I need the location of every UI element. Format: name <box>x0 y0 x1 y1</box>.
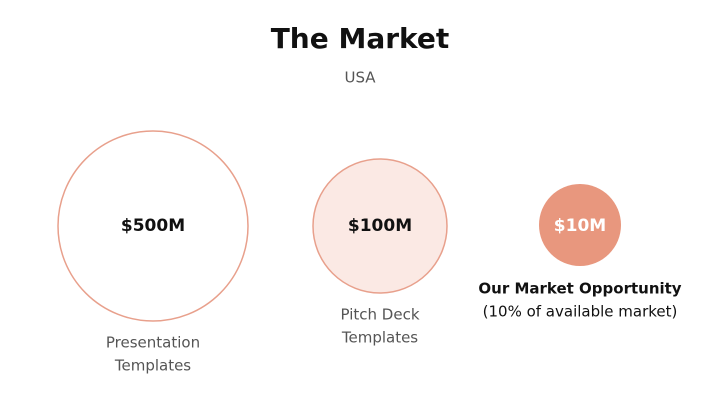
circle-caption: Presentation <box>106 334 200 352</box>
market-circle-medium <box>312 158 448 294</box>
circle-caption: Templates <box>341 329 418 347</box>
circle-caption: Our Market Opportunity <box>478 280 681 298</box>
circle-caption: Pitch Deck <box>341 306 420 324</box>
title: The Market <box>271 22 450 55</box>
subtitle: USA <box>344 69 376 87</box>
circle-label: $500M <box>121 216 185 236</box>
market-circle-small <box>539 184 621 266</box>
circle-label: $10M <box>554 216 606 236</box>
circle-caption: Templates <box>114 357 191 375</box>
circle-label: $100M <box>348 216 412 236</box>
circle-caption: (10% of available market) <box>483 303 678 321</box>
market-circle-large <box>57 130 249 322</box>
